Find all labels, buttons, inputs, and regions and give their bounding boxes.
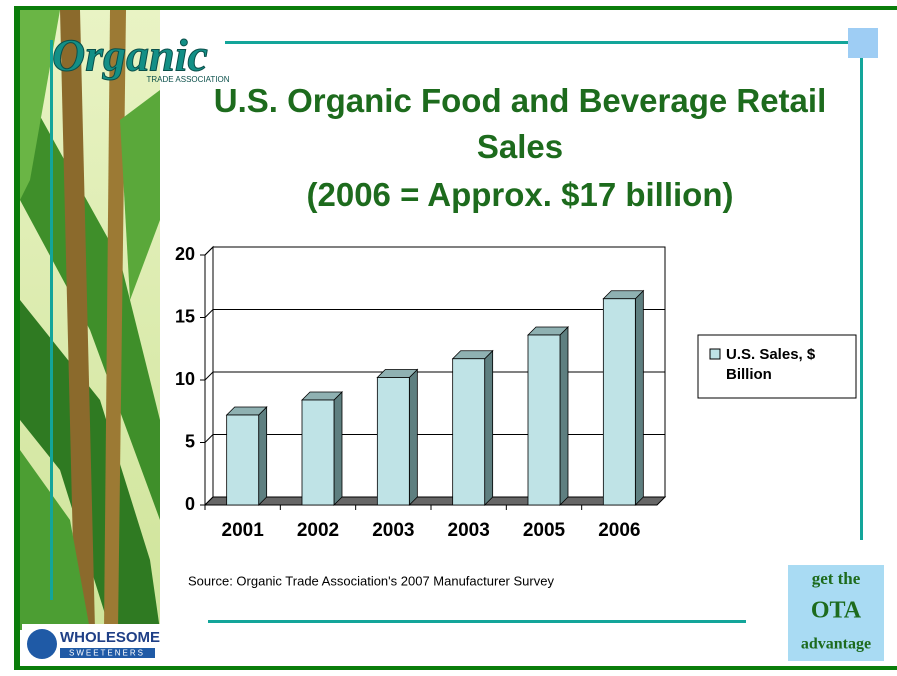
grid-line bbox=[204, 246, 214, 256]
ota-badge bbox=[788, 565, 884, 661]
legend-label: U.S. Sales, $ Billion bbox=[726, 346, 816, 383]
right-rule bbox=[860, 58, 863, 540]
bar-side bbox=[634, 289, 644, 506]
x-tick-label: 2003 bbox=[372, 520, 414, 541]
y-tick-label: 10 bbox=[175, 369, 195, 389]
top-border bbox=[14, 6, 897, 10]
source: Source: Organic Trade Association's 2007… bbox=[188, 573, 554, 588]
bar bbox=[527, 334, 561, 506]
organic-logo: Organic bbox=[52, 30, 208, 81]
x-tick-label: 2001 bbox=[222, 520, 265, 541]
wholesome-logo: WHOLESOME bbox=[60, 629, 160, 646]
legend-box bbox=[697, 334, 857, 399]
y-tick-label: 15 bbox=[175, 306, 195, 326]
corner-square bbox=[848, 28, 878, 58]
y-tick-label: 0 bbox=[185, 494, 195, 514]
bottom-rule bbox=[208, 620, 746, 623]
bar bbox=[452, 358, 486, 506]
legend-swatch bbox=[709, 348, 721, 360]
bar bbox=[301, 399, 335, 506]
badge-text: advantage bbox=[801, 636, 871, 653]
globe bbox=[27, 629, 57, 659]
organic-logo-sub: TRADE ASSOCIATION bbox=[147, 75, 230, 84]
badge-text: OTA bbox=[811, 598, 862, 624]
bar-side bbox=[408, 368, 418, 506]
top-rule bbox=[225, 41, 850, 44]
sweeteners-band bbox=[60, 648, 155, 658]
grid-line bbox=[204, 434, 214, 443]
x-tick-label: 2003 bbox=[448, 520, 490, 541]
badge-text: get the bbox=[812, 569, 861, 588]
grid-line bbox=[204, 309, 214, 318]
chart-title: U.S. Organic Food and Beverage Retail Sa… bbox=[213, 82, 827, 165]
bar-side bbox=[484, 349, 494, 506]
grid-line bbox=[204, 371, 214, 381]
y-tick-label: 20 bbox=[175, 244, 195, 264]
y-tick-label: 5 bbox=[185, 431, 195, 451]
left-border bbox=[14, 6, 20, 670]
bar bbox=[376, 377, 410, 506]
left-rule bbox=[50, 40, 53, 600]
bar-side bbox=[559, 326, 569, 506]
bar-side bbox=[258, 406, 268, 506]
x-tick-label: 2005 bbox=[523, 520, 566, 541]
floor bbox=[203, 496, 667, 506]
x-tick-label: 2002 bbox=[297, 520, 339, 541]
bar bbox=[602, 298, 636, 506]
x-tick-label: 2006 bbox=[598, 520, 640, 541]
bar-side bbox=[333, 391, 343, 506]
sweeteners-logo: SWEETENERS bbox=[69, 649, 145, 658]
bar bbox=[226, 414, 260, 506]
bottom-border bbox=[14, 666, 897, 670]
chart-subtitle: (2006 = Approx. $17 billion) bbox=[306, 176, 734, 213]
